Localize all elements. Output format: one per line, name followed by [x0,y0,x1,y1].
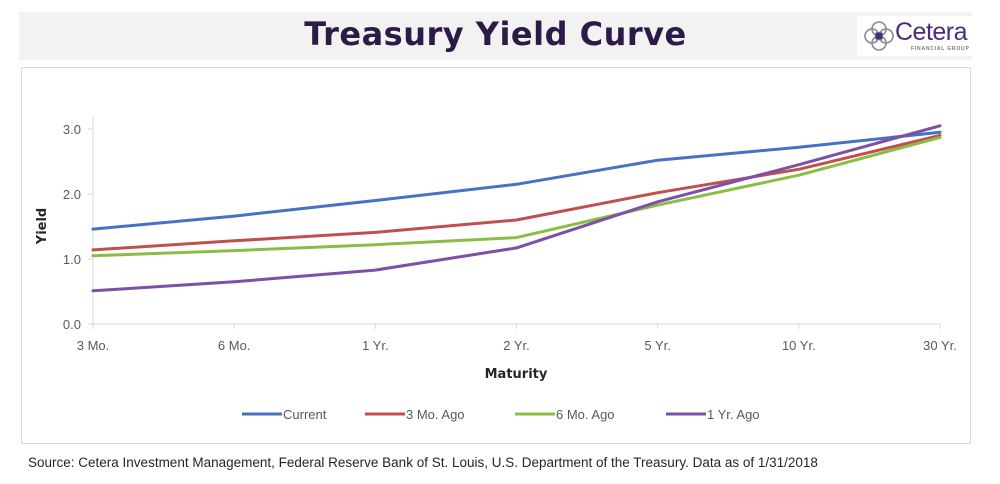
y-tick-label: 1.0 [63,252,81,267]
yield-curve-chart: 0.0 1.0 2.0 3.0 3 Mo. 6 Mo. 1 Yr. 2 Yr. 5 Yr. 10 … [35,117,957,422]
legend-item-current: Current [242,407,327,422]
series-line-1-yr-ago [91,124,942,293]
legend-label: 1 Yr. Ago [707,407,760,422]
title-banner: Treasury Yield Curve Cetera FINANCIAL GR… [19,12,987,60]
logo-subtext: FINANCIAL GROUP [911,46,970,52]
legend-label: 6 Mo. Ago [556,407,615,422]
x-tick-label: 3 Mo. [77,338,110,353]
y-axis-title: Yield [35,208,50,245]
legend-label: Current [283,407,327,422]
legend: Current 3 Mo. Ago 6 Mo. Ago 1 Yr. Ago [242,407,760,422]
chart-title: Treasury Yield Curve [304,15,687,53]
x-tick-label: 30 Yr. [923,338,957,353]
series-line-current [91,130,942,231]
legend-item-6-mo-ago: 6 Mo. Ago [515,407,615,422]
x-tick-label: 1 Yr. [362,338,389,353]
legend-label: 3 Mo. Ago [406,407,465,422]
x-tick-label: 10 Yr. [782,338,816,353]
y-tick-label: 0.0 [63,317,81,332]
x-axis-title: Maturity [485,367,548,382]
cetera-logo-mark-icon [864,21,894,51]
x-tick-label: 6 Mo. [218,338,251,353]
x-tick-label: 5 Yr. [644,338,671,353]
series-line-3-mo-ago [91,134,942,252]
cetera-logo: Cetera FINANCIAL GROUP [857,16,987,56]
series-line-6-mo-ago [91,135,942,258]
source-note: Source: Cetera Investment Management, Fe… [28,455,818,470]
logo-wordmark: Cetera [895,18,968,46]
axes: 0.0 1.0 2.0 3.0 3 Mo. 6 Mo. 1 Yr. 2 Yr. 5 Yr. 10 … [63,117,957,353]
y-tick-label: 2.0 [63,187,81,202]
chart-area: 0.0 1.0 2.0 3.0 3 Mo. 6 Mo. 1 Yr. 2 Yr. 5 Yr. 10 … [21,67,971,444]
y-tick-label: 3.0 [63,122,81,137]
legend-item-3-mo-ago: 3 Mo. Ago [365,407,465,422]
legend-item-1-yr-ago: 1 Yr. Ago [666,407,760,422]
x-tick-label: 2 Yr. [503,338,530,353]
series-lines [91,124,942,293]
